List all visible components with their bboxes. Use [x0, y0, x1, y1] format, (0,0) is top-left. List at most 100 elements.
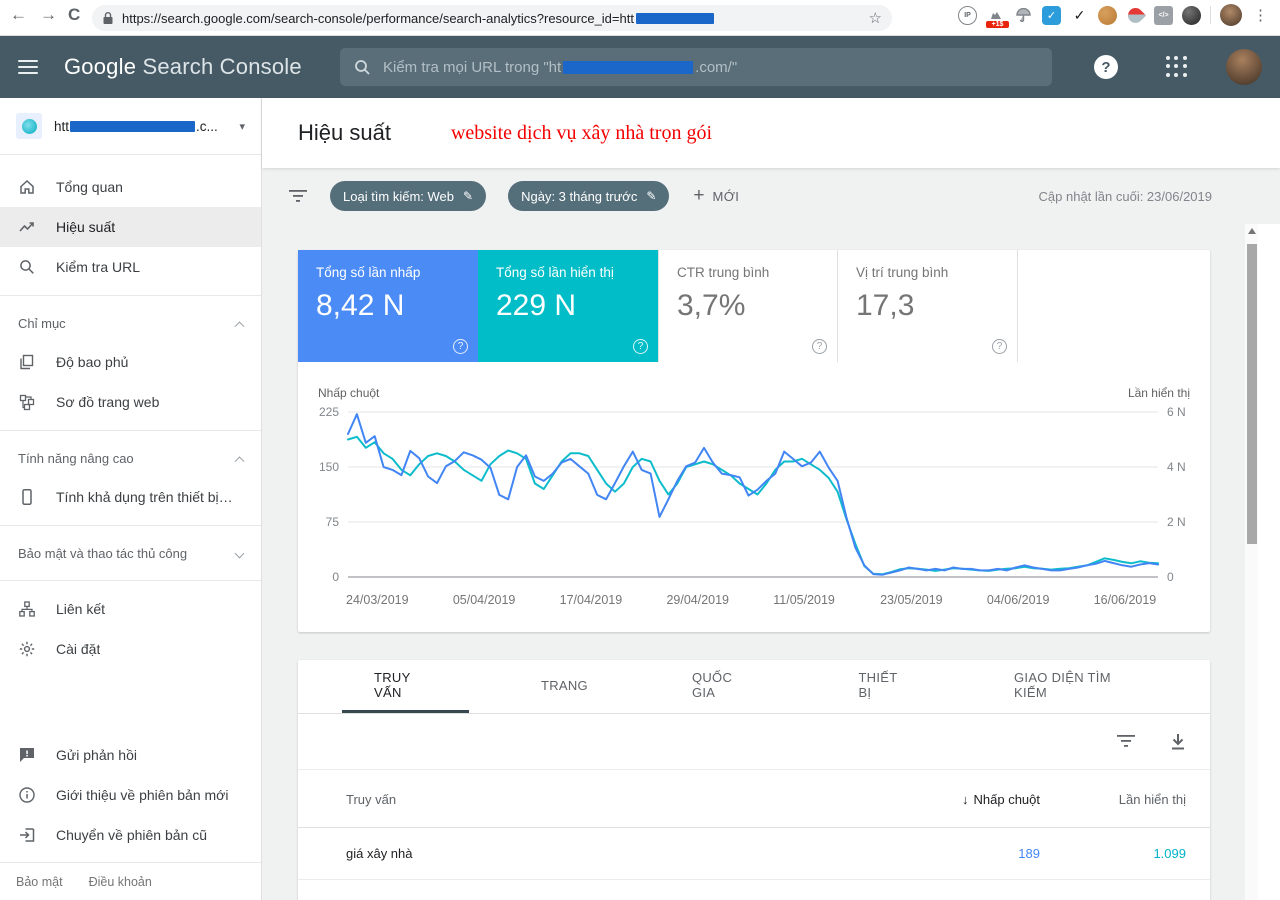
sidebar-item-settings[interactable]: Cài đặt: [0, 629, 261, 669]
pencil-icon: ✎: [463, 189, 473, 203]
sidebar-footer: Bảo mật Điều khoản: [0, 862, 261, 900]
svg-text:225: 225: [319, 405, 339, 419]
sitemap-icon: [17, 393, 37, 411]
table-header-row: Truy vấn ↓Nhấp chuột Lần hiển thị: [298, 770, 1210, 828]
feedback-icon: [17, 746, 37, 764]
svg-text:2 N: 2 N: [1167, 515, 1186, 529]
forward-icon[interactable]: →: [40, 5, 57, 25]
chevron-down-icon: [235, 548, 245, 558]
main-area: Hiệu suất website dịch vụ xây nhà trọn g…: [262, 98, 1280, 900]
footer-link-privacy[interactable]: Bảo mật: [16, 875, 63, 889]
help-icon[interactable]: ?: [1094, 55, 1118, 79]
url-inspect-search[interactable]: Kiểm tra mọi URL trong "ht.com/": [340, 48, 1052, 86]
info-icon: [17, 786, 37, 804]
address-bar[interactable]: https://search.google.com/search-console…: [92, 5, 892, 31]
performance-line-chart[interactable]: 2256 N1504 N752 N0024/03/201905/04/20191…: [298, 402, 1210, 614]
mobile-icon: [17, 488, 37, 506]
sidebar-item-old-version[interactable]: Chuyển về phiên bản cũ: [0, 815, 261, 855]
browser-menu-icon[interactable]: ⋮: [1251, 6, 1270, 25]
section-index[interactable]: Chỉ mục: [0, 304, 261, 342]
chevron-down-icon: ▾: [239, 120, 245, 133]
sidebar-item-performance[interactable]: Hiệu suất: [0, 207, 261, 247]
chevron-up-icon: [235, 321, 245, 331]
plus-icon: +: [693, 185, 704, 207]
help-icon[interactable]: ?: [633, 339, 648, 354]
apps-grid-icon[interactable]: [1166, 56, 1188, 78]
section-security-manual-actions[interactable]: Bảo mật và thao tác thủ công: [0, 534, 261, 572]
ip-extension-icon[interactable]: IP: [958, 6, 977, 25]
tab-countries[interactable]: QUỐC GIA: [660, 660, 786, 713]
table-filter-icon[interactable]: [1116, 733, 1136, 749]
col-header-query[interactable]: Truy vấn: [346, 792, 396, 807]
col-header-impressions[interactable]: Lần hiển thị: [1119, 792, 1186, 807]
sidebar-item-feedback[interactable]: Gửi phản hồi: [0, 735, 261, 775]
table-row[interactable]: giá xây nhà 189 1.099: [298, 828, 1210, 880]
coupon-extension-icon[interactable]: +1$: [986, 6, 1005, 25]
tab-devices[interactable]: THIẾT BỊ: [826, 660, 942, 713]
svg-text:17/04/2019: 17/04/2019: [560, 593, 623, 607]
new-filter-button[interactable]: +MỚI: [693, 185, 739, 207]
magnifier-icon: [17, 258, 37, 276]
metric-tile-ctr[interactable]: CTR trung bình 3,7% ?: [658, 250, 838, 362]
scroll-up-arrow[interactable]: [1248, 228, 1256, 234]
scrollbar[interactable]: [1245, 224, 1258, 900]
check-extension-icon[interactable]: ✓: [1070, 6, 1089, 25]
rocket-extension-icon[interactable]: [1126, 6, 1145, 25]
scroll-content: Tổng số lần nhấp 8,42 N ? Tổng số lần hi…: [262, 224, 1280, 900]
chart-axis-headers: Nhấp chuột Lần hiển thị: [318, 386, 1190, 400]
property-selector[interactable]: htt.c... ▾: [0, 98, 261, 155]
code-extension-icon[interactable]: </>: [1154, 6, 1173, 25]
hamburger-menu-icon[interactable]: [18, 60, 38, 74]
table-row[interactable]: giá xây dựng nhà 110 1.160: [298, 880, 1210, 900]
app-logo[interactable]: Google Search Console: [64, 54, 302, 80]
tab-pages[interactable]: TRANG: [509, 660, 620, 713]
account-avatar[interactable]: [1226, 49, 1262, 85]
links-icon: [17, 600, 37, 618]
tab-search-appearance[interactable]: GIAO DIỆN TÌM KIẾM: [982, 660, 1170, 713]
svg-text:11/05/2019: 11/05/2019: [773, 593, 835, 607]
metric-tile-clicks[interactable]: Tổng số lần nhấp 8,42 N ?: [298, 250, 478, 362]
cookie-extension-icon[interactable]: [1098, 6, 1117, 25]
sphere-extension-icon[interactable]: [1182, 6, 1201, 25]
umbrella-extension-icon[interactable]: [1014, 6, 1033, 25]
filter-chip-search-type[interactable]: Loại tìm kiếm: Web✎: [330, 181, 486, 211]
extension-row: IP +1$ ✓ ✓ </> ⋮: [958, 4, 1270, 26]
help-icon[interactable]: ?: [992, 339, 1007, 354]
svg-text:29/04/2019: 29/04/2019: [666, 593, 729, 607]
tab-queries[interactable]: TRUY VẤN: [342, 660, 469, 713]
help-icon[interactable]: ?: [453, 339, 468, 354]
browser-profile-avatar[interactable]: [1220, 4, 1242, 26]
reload-icon[interactable]: C: [68, 5, 80, 25]
red-annotation: website dịch vụ xây nhà trọn gói: [451, 122, 712, 145]
svg-text:150: 150: [319, 460, 339, 474]
pencil-icon: ✎: [646, 189, 656, 203]
divider: [1210, 6, 1211, 24]
metric-tiles: Tổng số lần nhấp 8,42 N ? Tổng số lần hi…: [298, 250, 1018, 362]
back-icon[interactable]: ←: [10, 5, 27, 25]
search-placeholder: Kiểm tra mọi URL trong "ht.com/": [383, 59, 737, 76]
sidebar-item-url-inspection[interactable]: Kiểm tra URL: [0, 247, 261, 287]
sidebar-item-links[interactable]: Liên kết: [0, 589, 261, 629]
metric-tile-position[interactable]: Vị trí trung bình 17,3 ?: [838, 250, 1018, 362]
download-icon[interactable]: [1170, 733, 1186, 751]
right-axis-label: Lần hiển thị: [1128, 386, 1190, 400]
filter-chip-date[interactable]: Ngày: 3 tháng trước✎: [508, 181, 669, 211]
search-icon: [354, 59, 371, 76]
sidebar-item-sitemaps[interactable]: Sơ đồ trang web: [0, 382, 261, 422]
metric-tile-impressions[interactable]: Tổng số lần hiển thị 229 N ?: [478, 250, 658, 362]
footer-link-terms[interactable]: Điều khoản: [89, 875, 152, 889]
sidebar-item-mobile-usability[interactable]: Tính khả dụng trên thiết bị di ...: [0, 477, 261, 517]
help-icon[interactable]: ?: [812, 339, 827, 354]
sidebar-item-coverage[interactable]: Độ bao phủ: [0, 342, 261, 382]
page-title: Hiệu suất: [298, 120, 391, 146]
table-toolbar: [298, 714, 1210, 770]
svg-text:6 N: 6 N: [1167, 405, 1186, 419]
scroll-thumb[interactable]: [1247, 244, 1257, 544]
section-enhancements[interactable]: Tính năng nâng cao: [0, 439, 261, 477]
bookmark-star-icon[interactable]: ☆: [869, 9, 882, 27]
filter-icon[interactable]: [288, 188, 308, 204]
todo-check-extension-icon[interactable]: ✓: [1042, 6, 1061, 25]
sidebar-item-overview[interactable]: Tổng quan: [0, 167, 261, 207]
sidebar-item-about-new-version[interactable]: Giới thiệu về phiên bản mới: [0, 775, 261, 815]
col-header-clicks[interactable]: ↓Nhấp chuột: [962, 792, 1040, 807]
